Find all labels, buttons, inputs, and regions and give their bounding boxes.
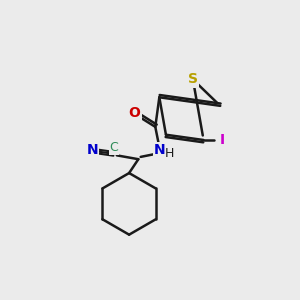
Text: N: N: [86, 143, 98, 157]
Text: O: O: [128, 106, 140, 120]
Text: N: N: [154, 143, 166, 157]
Text: I: I: [220, 133, 225, 147]
Text: H: H: [164, 146, 174, 160]
Text: S: S: [188, 72, 198, 86]
Text: C: C: [109, 141, 118, 154]
